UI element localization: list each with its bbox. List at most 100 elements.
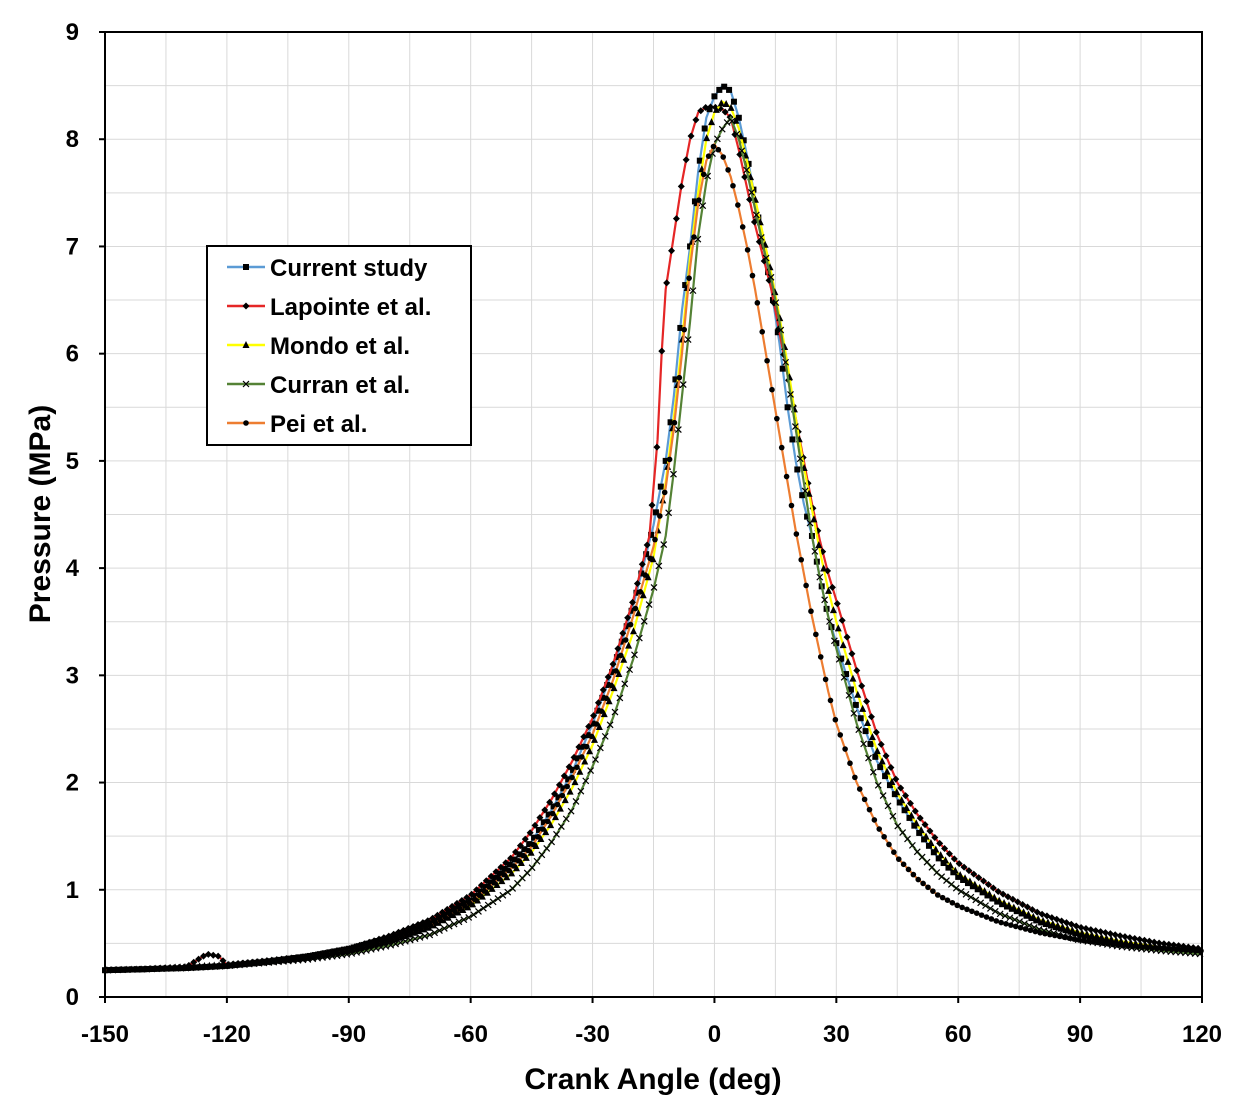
data-point bbox=[492, 868, 500, 876]
data-point bbox=[941, 845, 949, 853]
data-point bbox=[720, 154, 727, 160]
data-point bbox=[951, 866, 959, 874]
data-point bbox=[579, 754, 585, 760]
data-point bbox=[916, 814, 924, 822]
data-point bbox=[582, 777, 590, 785]
data-point bbox=[411, 935, 419, 943]
data-point bbox=[1047, 931, 1053, 938]
data-point bbox=[911, 807, 919, 815]
data-point bbox=[413, 928, 419, 935]
data-point bbox=[262, 960, 268, 966]
data-point bbox=[959, 904, 965, 911]
data-point bbox=[778, 444, 785, 451]
data-point bbox=[429, 914, 437, 922]
data-point bbox=[423, 924, 429, 931]
data-point bbox=[440, 924, 448, 932]
data-point bbox=[406, 936, 414, 944]
data-point bbox=[993, 918, 1000, 924]
data-point bbox=[711, 93, 718, 100]
data-point bbox=[209, 951, 217, 959]
data-point bbox=[487, 879, 494, 886]
data-point bbox=[900, 861, 907, 868]
data-point bbox=[1116, 932, 1124, 940]
x-tick-label: 120 bbox=[1182, 1021, 1222, 1048]
data-point bbox=[983, 914, 990, 920]
data-point bbox=[541, 806, 549, 814]
data-point bbox=[526, 841, 533, 848]
data-point bbox=[1090, 939, 1097, 945]
data-point bbox=[857, 715, 864, 722]
data-point bbox=[798, 556, 805, 563]
data-point bbox=[493, 881, 501, 889]
data-point bbox=[921, 821, 929, 829]
data-point bbox=[1076, 937, 1082, 943]
data-point bbox=[954, 902, 961, 909]
data-point bbox=[579, 743, 586, 750]
data-point bbox=[369, 942, 375, 949]
data-point bbox=[149, 966, 156, 972]
data-point bbox=[876, 826, 883, 832]
data-point bbox=[1082, 925, 1090, 933]
data-point bbox=[476, 892, 483, 899]
data-point bbox=[535, 834, 541, 840]
data-point bbox=[453, 905, 460, 912]
data-point bbox=[1131, 934, 1139, 942]
x-tick-label: 90 bbox=[1067, 1021, 1094, 1048]
data-point bbox=[463, 894, 471, 902]
data-point bbox=[159, 965, 166, 972]
data-point bbox=[806, 519, 814, 527]
data-point bbox=[325, 952, 332, 959]
data-point bbox=[1012, 923, 1019, 930]
x-tick-label: -120 bbox=[203, 1021, 251, 1048]
data-point bbox=[692, 116, 700, 124]
data-point bbox=[551, 790, 559, 798]
data-point bbox=[575, 743, 583, 751]
data-point bbox=[487, 872, 495, 880]
data-point bbox=[481, 888, 488, 894]
data-point bbox=[468, 890, 476, 898]
data-point bbox=[873, 747, 881, 755]
data-point bbox=[854, 690, 862, 698]
data-point bbox=[271, 959, 278, 965]
data-point bbox=[1115, 942, 1121, 948]
data-point bbox=[691, 234, 697, 240]
data-point bbox=[631, 651, 638, 659]
data-point bbox=[772, 299, 780, 307]
data-point bbox=[801, 487, 809, 495]
data-point bbox=[947, 880, 955, 888]
data-point bbox=[242, 961, 249, 968]
data-point bbox=[746, 195, 754, 203]
data-point bbox=[232, 962, 239, 969]
data-point bbox=[125, 966, 132, 973]
data-point bbox=[477, 881, 485, 889]
data-point bbox=[844, 657, 852, 665]
data-point bbox=[989, 884, 997, 892]
data-point bbox=[648, 501, 656, 509]
data-point bbox=[483, 888, 491, 896]
data-point bbox=[902, 792, 910, 800]
legend-entries: Current study Lapointe et al. Mondo et al.… bbox=[227, 255, 431, 438]
data-point bbox=[1154, 945, 1160, 952]
data-point bbox=[860, 740, 868, 748]
data-point bbox=[950, 855, 958, 863]
data-point bbox=[952, 884, 960, 892]
x-tick-label: 30 bbox=[823, 1021, 850, 1048]
data-point bbox=[281, 958, 288, 964]
data-point bbox=[504, 888, 512, 896]
data-point bbox=[635, 634, 643, 642]
data-point bbox=[1120, 942, 1126, 949]
data-point bbox=[988, 916, 995, 922]
data-point bbox=[1144, 944, 1151, 951]
data-point bbox=[957, 888, 965, 895]
data-point bbox=[455, 918, 463, 926]
data-point bbox=[633, 589, 640, 596]
data-point bbox=[1015, 905, 1023, 913]
data-point bbox=[291, 957, 297, 963]
data-point bbox=[960, 863, 968, 871]
legend-marker bbox=[243, 420, 249, 426]
data-point bbox=[942, 856, 950, 864]
data-point bbox=[666, 456, 673, 463]
data-point bbox=[447, 911, 453, 918]
data-point bbox=[759, 328, 766, 335]
data-point bbox=[925, 884, 931, 891]
